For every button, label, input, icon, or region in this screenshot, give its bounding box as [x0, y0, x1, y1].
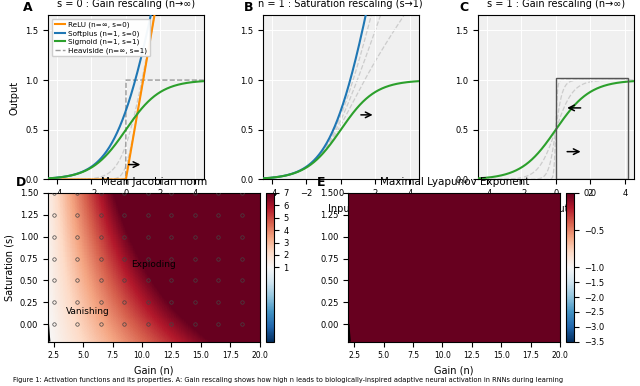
Text: Exploding: Exploding [131, 260, 176, 269]
Title: n = 1 : Saturation rescaling (s→1): n = 1 : Saturation rescaling (s→1) [259, 0, 423, 9]
Title: Mean Jacobian norm: Mean Jacobian norm [100, 177, 207, 187]
Text: D: D [16, 176, 26, 189]
ReLU (n=∞, s=0) [148, 27, 156, 32]
Softplus (n=1, s=0) [44, 176, 52, 181]
Sigmoid (n=1, s=1) [200, 79, 207, 83]
Line: Heaviside (n=∞, s=1): Heaviside (n=∞, s=1) [48, 80, 204, 179]
Sigmoid (n=1, s=1) [84, 167, 92, 172]
X-axis label: Gain (n): Gain (n) [435, 366, 474, 376]
Heaviside (n=∞, s=1) [72, 177, 79, 182]
Sigmoid (n=1, s=1) [136, 108, 143, 113]
ReLU (n=∞, s=0) [44, 177, 52, 182]
Title: s = 1 : Gain rescaling (n→∞): s = 1 : Gain rescaling (n→∞) [486, 0, 625, 9]
Softplus (n=1, s=0) [136, 61, 143, 65]
Sigmoid (n=1, s=1) [115, 138, 122, 142]
ReLU (n=∞, s=0) [84, 177, 92, 182]
Line: Softplus (n=1, s=0): Softplus (n=1, s=0) [48, 0, 204, 178]
Heaviside (n=∞, s=1) [122, 78, 130, 82]
Sigmoid (n=1, s=1) [148, 96, 156, 100]
Text: B: B [244, 0, 253, 14]
Text: C: C [459, 0, 468, 14]
Text: A: A [23, 0, 33, 14]
Y-axis label: Output: Output [10, 80, 20, 115]
Sigmoid (n=1, s=1) [161, 87, 169, 91]
Title: s = 0 : Gain rescaling (n→∞): s = 0 : Gain rescaling (n→∞) [57, 0, 195, 9]
Text: E: E [317, 176, 325, 189]
Heaviside (n=∞, s=1) [148, 78, 156, 82]
Heaviside (n=∞, s=1) [84, 177, 92, 182]
Heaviside (n=∞, s=1) [162, 78, 170, 82]
Heaviside (n=∞, s=1) [200, 78, 207, 82]
Line: ReLU (n=∞, s=0): ReLU (n=∞, s=0) [48, 0, 204, 179]
X-axis label: Gain (n): Gain (n) [134, 366, 173, 376]
Legend: ReLU (n=∞, s=0), Softplus (n=1, s=0), Sigmoid (n=1, s=1), Heaviside (n=∞, s=1): ReLU (n=∞, s=0), Softplus (n=1, s=0), Si… [52, 19, 150, 56]
ReLU (n=∞, s=0) [72, 177, 79, 182]
X-axis label: Input: Input [543, 204, 568, 214]
Text: Figure 1: Activation functions and its properties. A: Gain rescaling shows how h: Figure 1: Activation functions and its p… [13, 377, 563, 383]
Title: Maximal Lyapunov Exponent: Maximal Lyapunov Exponent [380, 177, 529, 187]
Bar [556, 78, 628, 179]
ReLU (n=∞, s=0) [115, 177, 122, 182]
Softplus (n=1, s=0) [72, 172, 79, 176]
Softplus (n=1, s=0) [115, 127, 122, 132]
Y-axis label: Saturation (s): Saturation (s) [4, 234, 14, 301]
Text: Vanishing: Vanishing [66, 306, 109, 316]
Line: Sigmoid (n=1, s=1): Sigmoid (n=1, s=1) [48, 81, 204, 178]
Heaviside (n=∞, s=1) [44, 177, 52, 182]
Softplus (n=1, s=0) [148, 7, 156, 12]
Softplus (n=1, s=0) [84, 167, 92, 171]
Heaviside (n=∞, s=1) [136, 78, 144, 82]
X-axis label: Input: Input [328, 204, 353, 214]
Sigmoid (n=1, s=1) [72, 172, 79, 177]
Sigmoid (n=1, s=1) [44, 176, 52, 181]
ReLU (n=∞, s=0) [136, 97, 143, 102]
X-axis label: Input: Input [113, 204, 139, 214]
Heaviside (n=∞, s=1) [115, 177, 122, 182]
